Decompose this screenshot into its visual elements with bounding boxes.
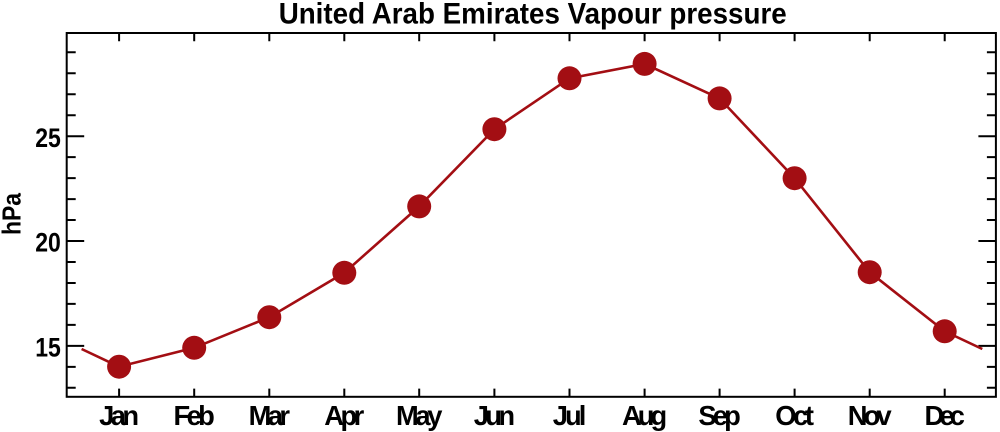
svg-text:Feb: Feb bbox=[174, 400, 215, 431]
svg-text:Nov: Nov bbox=[848, 400, 893, 431]
svg-text:15: 15 bbox=[35, 332, 61, 362]
svg-text:May: May bbox=[396, 400, 443, 431]
svg-text:Aug: Aug bbox=[622, 400, 667, 431]
svg-text:Dec: Dec bbox=[924, 400, 965, 431]
svg-text:hPa: hPa bbox=[0, 193, 27, 235]
svg-text:United Arab Emirates Vapour pr: United Arab Emirates Vapour pressure bbox=[279, 0, 787, 31]
svg-text:25: 25 bbox=[35, 123, 61, 153]
svg-text:Jul: Jul bbox=[553, 400, 587, 431]
svg-text:20: 20 bbox=[35, 227, 61, 257]
svg-text:Mar: Mar bbox=[249, 400, 291, 431]
svg-text:Jun: Jun bbox=[474, 400, 515, 431]
svg-text:Oct: Oct bbox=[775, 400, 814, 431]
svg-text:Apr: Apr bbox=[324, 400, 364, 431]
svg-text:Jan: Jan bbox=[99, 400, 139, 431]
svg-text:Sep: Sep bbox=[698, 400, 741, 431]
